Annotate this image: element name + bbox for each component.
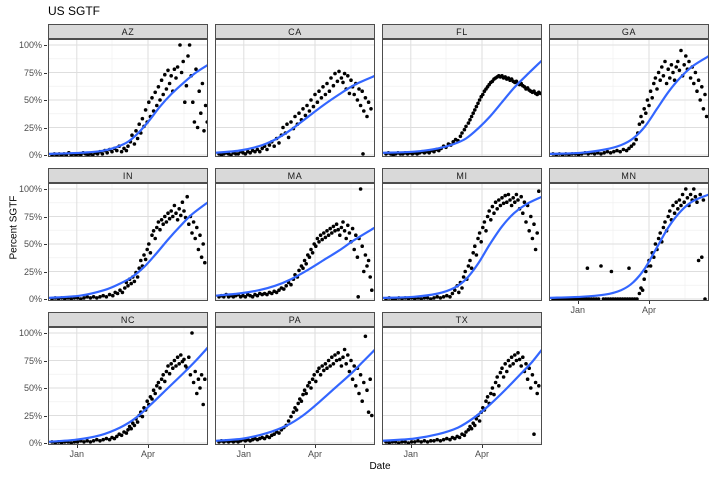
y-tick-mark <box>44 360 47 362</box>
y-tick-label: 100% <box>18 40 42 50</box>
y-tick-mark <box>44 216 47 218</box>
smooth-line <box>549 193 709 299</box>
x-tick-mark <box>577 301 579 304</box>
y-tick-label: 75% <box>23 355 42 366</box>
y-tick-mark <box>44 155 47 156</box>
y-tick-mark <box>44 189 47 190</box>
smooth-line <box>215 348 375 442</box>
y-tick-mark <box>44 271 47 273</box>
x-tick-mark <box>76 445 78 448</box>
x-tick-label: Apr <box>474 449 490 459</box>
y-tick-mark <box>44 299 47 300</box>
x-tick-mark <box>649 301 650 304</box>
x-tick-label: Jan <box>69 449 85 459</box>
x-tick-label: Apr <box>140 449 156 459</box>
facet-strip-tx: TX <box>382 312 542 327</box>
y-tick-label: 0% <box>28 438 42 448</box>
y-tick-label: 0% <box>28 150 42 160</box>
facet-panel-pa <box>215 327 375 445</box>
facet-strip-ma: MA <box>215 168 375 183</box>
y-tick-mark <box>44 333 47 334</box>
facet-panel-tx <box>382 327 542 445</box>
facet-panel-ca <box>215 39 375 157</box>
facet-panel-nc <box>48 327 208 445</box>
facet-strip-ga: GA <box>549 24 709 39</box>
x-tick-mark <box>482 445 483 448</box>
facet-panel-in <box>48 183 208 301</box>
y-tick-label: 25% <box>23 266 42 277</box>
x-tick-label: Jan <box>570 305 586 315</box>
y-tick-mark <box>44 45 47 46</box>
y-tick-label: 25% <box>23 122 42 133</box>
facet-strip-nc: NC <box>48 312 208 327</box>
x-tick-label: Apr <box>641 305 657 315</box>
scatter-points <box>384 351 541 445</box>
facet-panel-fl <box>382 39 542 157</box>
y-tick-label: 50% <box>23 239 42 249</box>
y-tick-label: 50% <box>23 383 42 393</box>
facet-strip-mn: MN <box>549 168 709 183</box>
facet-panel-mi <box>382 183 542 301</box>
x-axis-title: Date <box>369 461 391 472</box>
y-tick-mark <box>44 244 47 245</box>
scatter-points <box>50 194 207 301</box>
x-tick-mark <box>243 445 245 448</box>
facet-panel-ma <box>215 183 375 301</box>
y-tick-mark <box>44 127 47 129</box>
facet-strip-mi: MI <box>382 168 542 183</box>
y-tick-label: 50% <box>23 95 42 105</box>
y-tick-mark <box>44 443 47 444</box>
facet-panel-az <box>48 39 208 157</box>
y-tick-label: 100% <box>18 328 42 338</box>
facet-panel-mn <box>549 183 709 301</box>
facet-strip-in: IN <box>48 168 208 183</box>
smooth-line <box>382 59 542 154</box>
smooth-line <box>215 226 375 297</box>
y-tick-mark <box>44 415 47 417</box>
y-tick-label: 0% <box>28 294 42 304</box>
y-tick-mark <box>44 100 47 101</box>
y-tick-label: 75% <box>23 67 42 78</box>
x-tick-label: Jan <box>403 449 419 459</box>
facet-strip-fl: FL <box>382 24 542 39</box>
smooth-line <box>549 54 709 155</box>
x-tick-label: Jan <box>236 449 252 459</box>
y-tick-mark <box>44 72 47 74</box>
y-tick-mark <box>44 388 47 389</box>
smooth-line <box>48 346 208 443</box>
smooth-line <box>48 201 208 299</box>
facet-strip-ca: CA <box>215 24 375 39</box>
smooth-line <box>382 348 542 442</box>
smooth-line <box>215 74 375 154</box>
y-tick-label: 25% <box>23 410 42 421</box>
y-tick-label: 100% <box>18 184 42 194</box>
x-tick-mark <box>315 445 316 448</box>
facet-strip-pa: PA <box>215 312 375 327</box>
chart-title: US SGTF <box>48 4 101 18</box>
smooth-line <box>48 63 208 155</box>
facet-panel-ga <box>549 39 709 157</box>
smooth-line <box>382 195 542 299</box>
y-tick-label: 75% <box>23 211 42 222</box>
x-tick-label: Apr <box>307 449 323 459</box>
x-tick-mark <box>410 445 412 448</box>
facet-strip-az: AZ <box>48 24 208 39</box>
x-tick-mark <box>148 445 149 448</box>
